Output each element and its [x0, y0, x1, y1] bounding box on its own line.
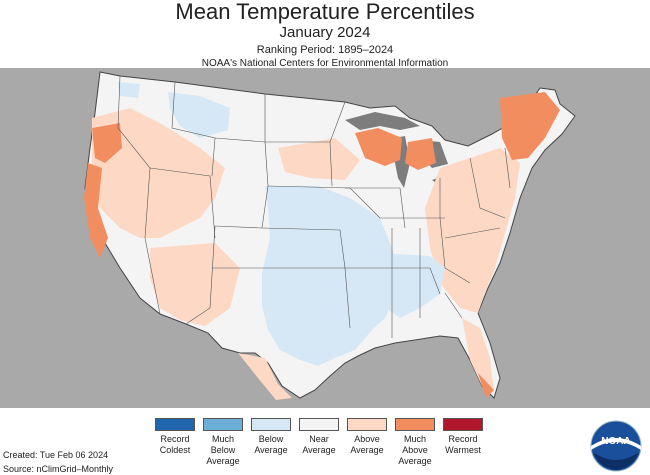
legend-swatch	[443, 418, 483, 431]
legend-item-below-average: Below Average	[251, 418, 291, 456]
legend-swatch	[251, 418, 291, 431]
legend-item-above-average: Above Average	[347, 418, 387, 456]
legend-label: Near Average	[302, 434, 336, 455]
legend-swatch	[203, 418, 243, 431]
atlantic-region	[520, 238, 650, 408]
noaa-logo-text: NOAA	[601, 436, 630, 447]
noaa-logo-wave	[591, 438, 641, 450]
noaa-logo-bottom	[593, 452, 639, 470]
legend-item-much-above-average: Much Above Average	[395, 418, 435, 467]
legend-label: Record Warmest	[445, 434, 481, 455]
data-source: Source: nClimGrid–Monthly	[3, 464, 114, 474]
legend-label: Much Below Average	[206, 434, 240, 466]
above-average-regions	[92, 108, 520, 400]
legend-swatch	[347, 418, 387, 431]
pacific-region	[0, 68, 150, 408]
state-borders	[117, 75, 511, 338]
legend-item-record-warmest: Record Warmest	[443, 418, 483, 456]
legend-item-record-coldest: Record Coldest	[155, 418, 195, 456]
legend-label: Above Average	[350, 434, 384, 455]
title-block: Mean Temperature Percentiles January 202…	[0, 0, 650, 70]
legend-label: Below Average	[254, 434, 288, 455]
created-date: Created: Tue Feb 06 2024	[3, 450, 109, 460]
noaa-logo: NOAA	[590, 420, 642, 472]
source-org: NOAA's National Centers for Environmenta…	[201, 58, 449, 69]
legend-item-near-average: Near Average	[299, 418, 339, 456]
legend-label: Record Coldest	[159, 434, 191, 455]
lake-superior	[345, 112, 420, 130]
ranking-period: Ranking Period: 1895–2024	[256, 44, 394, 56]
legend-item-much-below-average: Much Below Average	[203, 418, 243, 467]
legend-swatch	[155, 418, 195, 431]
map-title: Mean Temperature Percentiles	[175, 0, 475, 24]
much-above-average-regions	[84, 92, 560, 398]
us-temperature-map	[0, 68, 650, 408]
below-average-regions	[118, 82, 445, 366]
legend-label: Much Above Average	[398, 434, 432, 466]
legend-swatch	[299, 418, 339, 431]
legend-swatch	[395, 418, 435, 431]
map-subtitle: January 2024	[279, 24, 371, 41]
